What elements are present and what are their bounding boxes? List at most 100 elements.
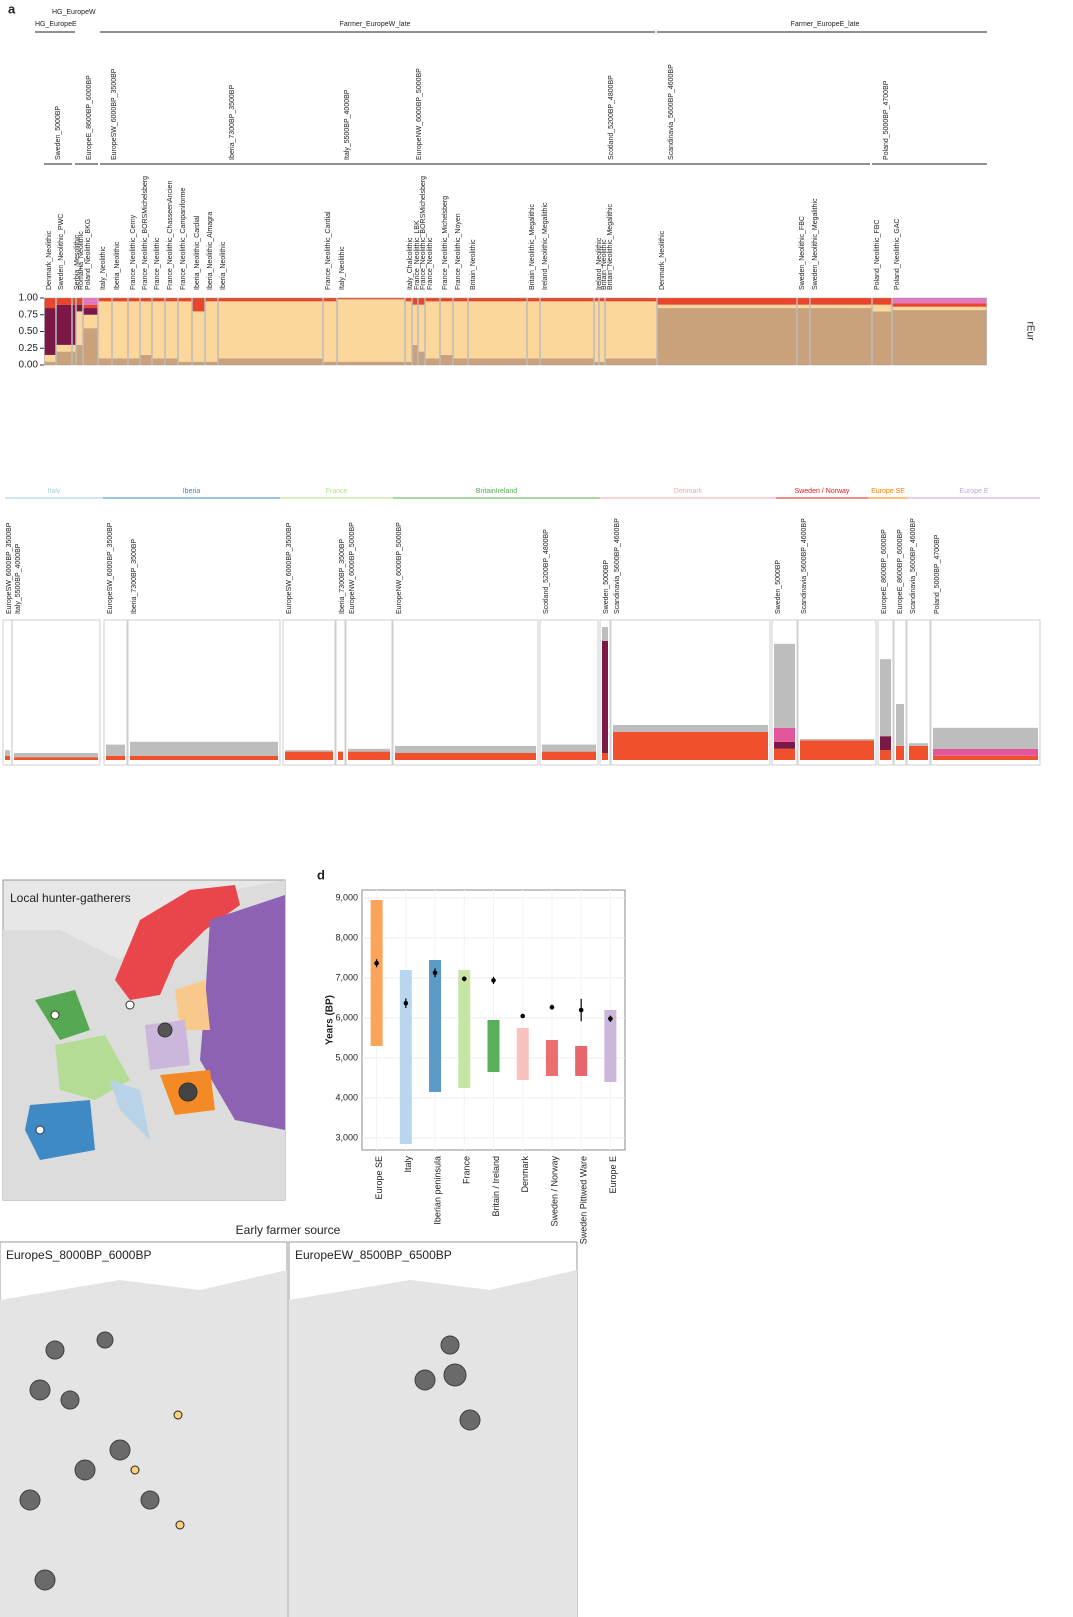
map-title: Local hunter-gatherers bbox=[10, 891, 131, 905]
bar-segment bbox=[406, 301, 412, 361]
range-bar bbox=[488, 1020, 500, 1072]
farmer-maps: Early farmer source EuropeS_8000BP_6000B… bbox=[0, 1223, 577, 1617]
bar-segment bbox=[800, 739, 874, 740]
bar-segment bbox=[206, 298, 218, 301]
bar-segment bbox=[933, 756, 1038, 760]
group-label: Iberia_7300BP_3500BP bbox=[339, 539, 346, 614]
bar-segment bbox=[324, 362, 337, 365]
bar-segment bbox=[774, 728, 795, 742]
group-label: EuropeSW_6000BP_3500BP bbox=[107, 522, 114, 614]
bar-segment bbox=[338, 752, 343, 760]
point bbox=[550, 1005, 555, 1010]
bar-segment bbox=[798, 308, 810, 365]
bar-segment bbox=[893, 298, 987, 303]
x-tick-label: Denmark bbox=[520, 1156, 530, 1193]
population-label: Iberia_Neolithic_Almagra bbox=[207, 212, 214, 290]
population-label: Britain_Neolithic_Megalithic bbox=[607, 204, 614, 290]
bar-segment bbox=[179, 298, 192, 301]
bar-segment bbox=[595, 362, 599, 365]
site bbox=[36, 1126, 44, 1134]
population-label: Romania_Neolithic bbox=[78, 231, 85, 290]
range-bar bbox=[429, 960, 441, 1092]
range-bar bbox=[546, 1040, 558, 1076]
population-label: France_Neolithic_Michelsberg bbox=[442, 196, 449, 290]
bar-segment bbox=[798, 298, 810, 305]
bar-segment bbox=[542, 745, 596, 752]
y-tick-label: 0.00 bbox=[19, 360, 39, 371]
bar-segment bbox=[469, 298, 527, 301]
bar-segment bbox=[285, 752, 333, 760]
bar-segment bbox=[73, 345, 76, 352]
point bbox=[491, 978, 496, 983]
group-label: Scandinavia_5600BP_4600BP bbox=[614, 518, 621, 614]
group-header: Farmer_EuropeW_late bbox=[340, 21, 411, 28]
y-tick-label: 5,000 bbox=[335, 1052, 358, 1062]
bar-segment bbox=[99, 358, 112, 365]
group-label: Italy_5500BP_4000BP bbox=[15, 543, 22, 614]
population-label: Ireland_Neolithic_Megalithic bbox=[542, 202, 549, 290]
bar-segment bbox=[541, 358, 594, 365]
group-frame bbox=[283, 620, 335, 765]
bar-segment bbox=[426, 301, 440, 358]
bar-segment bbox=[129, 298, 140, 301]
bar-segment bbox=[14, 757, 98, 760]
population-label: Poland_Neolithic_BKG bbox=[85, 219, 92, 290]
bar-segment bbox=[602, 641, 608, 753]
bar-segment bbox=[84, 305, 98, 308]
population-label: Sweden_Neolithic_Megalithic bbox=[812, 198, 819, 290]
group-label: Scotland_5200BP_4800BP bbox=[608, 75, 615, 160]
bar-segment bbox=[153, 358, 165, 365]
bar-segment bbox=[153, 298, 165, 301]
group-label: Iberia_7300BP_3500BP bbox=[131, 539, 138, 614]
bar-segment bbox=[106, 745, 125, 756]
group-label: Iberia_7300BP_3500BP bbox=[229, 85, 236, 160]
range-bar bbox=[517, 1028, 529, 1080]
y-tick-label: 0.75 bbox=[19, 309, 39, 320]
site bbox=[158, 1023, 172, 1037]
bar-segment bbox=[179, 301, 192, 361]
bar-segment bbox=[113, 358, 128, 365]
group-label: EuropeSW_6000BP_3500BP bbox=[6, 522, 13, 614]
bar-segment bbox=[106, 756, 125, 760]
population-label: Italy_Neolithic bbox=[100, 246, 107, 290]
bar-segment bbox=[602, 753, 608, 760]
bar-segment bbox=[774, 749, 795, 760]
bar-segment bbox=[45, 362, 56, 365]
bar-segment bbox=[933, 728, 1038, 749]
bar-segment bbox=[324, 298, 337, 301]
bar-segment bbox=[129, 301, 140, 358]
group-label: EuropeNW_6000BP_5000BP bbox=[416, 68, 423, 160]
region-label: Iberia bbox=[183, 488, 201, 495]
bar-segment bbox=[600, 362, 605, 365]
bar-segment bbox=[406, 362, 412, 365]
bar-segment bbox=[348, 749, 390, 752]
point bbox=[433, 971, 438, 976]
bar-segment bbox=[73, 298, 76, 305]
population-label: Italy_Neolithic bbox=[339, 246, 346, 290]
population-label: France_Neolithic_BORSMichelsberg bbox=[420, 176, 427, 290]
bar-segment bbox=[542, 752, 596, 760]
bar-segment bbox=[893, 303, 987, 306]
bar-segment bbox=[153, 301, 165, 358]
y-tick-label: 7,000 bbox=[335, 972, 358, 982]
group-label: Scandinavia_5600BP_4600BP bbox=[910, 518, 917, 614]
site bbox=[179, 1083, 197, 1101]
bar-segment bbox=[141, 298, 152, 301]
bar-segment bbox=[141, 301, 152, 355]
bar-segment bbox=[5, 750, 10, 756]
group-label: Scandinavia_5600BP_4600BP bbox=[801, 518, 808, 614]
bar-segment bbox=[45, 308, 56, 355]
bar-segment bbox=[113, 298, 128, 301]
group-label: EuropeE_8600BP_6000BP bbox=[86, 75, 93, 160]
group-label: Scotland_5200BP_4800BP bbox=[543, 529, 550, 614]
x-tick-label: Sweden Pittwed Ware bbox=[579, 1156, 589, 1244]
bar-segment bbox=[528, 358, 540, 365]
population-label: France_Neolithic bbox=[154, 237, 161, 290]
group-label: Sweden_5000BP bbox=[603, 560, 610, 614]
y-tick-label: 9,000 bbox=[335, 892, 358, 902]
bar-segment bbox=[130, 756, 278, 760]
bar-segment bbox=[880, 750, 891, 760]
population-label: Denmark_Neolithic bbox=[46, 230, 53, 290]
region-label: Europe SE bbox=[871, 488, 905, 495]
group-label: EuropeSW_6000BP_3500BP bbox=[286, 522, 293, 614]
